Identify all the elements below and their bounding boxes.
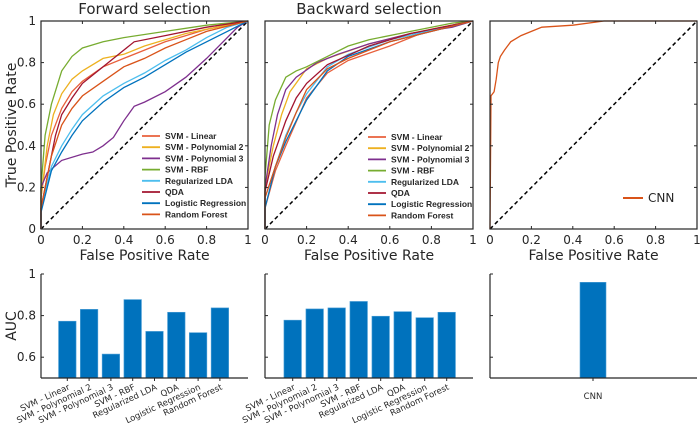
- legend-label: Logistic Regression: [165, 198, 246, 208]
- y-tick-label: 0.6: [17, 350, 36, 364]
- category-label: CNN: [584, 392, 603, 402]
- x-tick-label: 0: [261, 233, 269, 247]
- x-tick-label: 0.6: [605, 233, 624, 247]
- auc-bar: [283, 319, 302, 379]
- legend-label: SVM - Linear: [391, 132, 443, 142]
- y-tick-label: 1: [28, 14, 36, 28]
- legend-label: Random Forest: [391, 210, 454, 220]
- chart-title: Forward selection: [78, 0, 211, 18]
- y-tick-label: 0.6: [17, 97, 36, 111]
- auc-bar-panel-3: CNN: [489, 273, 697, 402]
- roc-curve: [40, 20, 249, 229]
- roc-curve: [40, 20, 249, 229]
- legend-label: Regularized LDA: [165, 176, 233, 186]
- x-tick-label: 1: [693, 233, 700, 247]
- legend-label: SVM - RBF: [391, 166, 434, 176]
- auc-bar: [210, 307, 229, 379]
- x-tick-label: 0.4: [114, 233, 133, 247]
- x-tick-label: 0.2: [73, 233, 92, 247]
- auc-bar: [349, 301, 368, 379]
- legend-label: QDA: [165, 187, 184, 197]
- x-tick-label: 0.6: [156, 233, 175, 247]
- auc-bar: [305, 308, 324, 379]
- y-tick-label: 0.8: [17, 309, 36, 323]
- legend-label: SVM - Linear: [165, 131, 217, 141]
- roc-curve: [489, 20, 697, 230]
- y-tick-label: 0.4: [17, 139, 36, 153]
- roc-curve: [40, 20, 249, 229]
- x-tick-label: 0.2: [522, 233, 541, 247]
- legend-label: SVM - Polynomial 3: [165, 153, 244, 163]
- roc-panel-2: 0 0.2 0.4 0.6 0.8 1 Backward selection False Po…: [261, 0, 477, 264]
- roc-curve: [40, 20, 249, 229]
- roc-curve: [264, 20, 474, 229]
- auc-bar: [123, 299, 142, 379]
- x-tick-label: 1: [469, 233, 477, 247]
- legend-label: SVM - Polynomial 3: [391, 154, 470, 164]
- auc-bar: [58, 320, 77, 379]
- y-tick-label: 0: [28, 222, 36, 236]
- y-tick-label: 0.8: [17, 56, 36, 70]
- x-tick-label: 0.2: [297, 233, 316, 247]
- x-tick-label: 0.4: [339, 233, 358, 247]
- x-tick-label: 0: [486, 233, 494, 247]
- y-tick-label: 0.2: [17, 180, 36, 194]
- y-axis-label: AUC: [4, 311, 20, 341]
- roc-curve: [264, 20, 474, 229]
- roc-panel-3: 0 0.2 0.4 0.6 0.8 1 False Positive Rate CNN: [486, 20, 700, 264]
- auc-bar: [393, 311, 412, 379]
- y-axis-label: True Positive Rate: [4, 63, 20, 189]
- x-tick-label: 1: [244, 233, 252, 247]
- legend-label: Random Forest: [165, 209, 228, 219]
- x-tick-label: 0.6: [380, 233, 399, 247]
- roc-panel-1: 0 0.2 0.4 0.6 0.8 1 0 0.2 0.4 0.6 0.8 1 Forward sele…: [4, 0, 252, 264]
- auc-bar: [80, 309, 99, 379]
- auc-bar: [189, 332, 208, 379]
- y-tick-label: 1: [28, 267, 36, 281]
- legend: CNN: [623, 191, 674, 205]
- x-tick-label: 0.8: [646, 233, 665, 247]
- roc-curve: [264, 20, 474, 229]
- axes-box: [40, 20, 249, 230]
- chart-title: Backward selection: [296, 0, 442, 18]
- x-axis-label: False Positive Rate: [528, 248, 658, 264]
- x-tick-label: 0.8: [422, 233, 441, 247]
- legend-label: SVM - RBF: [165, 165, 208, 175]
- auc-bar: [415, 317, 434, 379]
- auc-bar: [145, 331, 164, 379]
- chance-diagonal: [264, 20, 474, 230]
- x-axis-label: False Positive Rate: [79, 248, 209, 264]
- legend-label: Regularized LDA: [391, 177, 459, 187]
- roc-curve: [264, 20, 474, 229]
- auc-bar: [579, 282, 607, 379]
- x-tick-label: 0.4: [563, 233, 582, 247]
- roc-curve: [40, 20, 249, 229]
- legend-label: QDA: [391, 188, 410, 198]
- roc-curve: [40, 20, 249, 229]
- legend-label: CNN: [648, 191, 674, 205]
- auc-bar: [101, 353, 120, 379]
- auc-bar: [437, 311, 456, 379]
- auc-bar: [371, 315, 390, 379]
- x-tick-label: 0: [37, 233, 45, 247]
- x-axis-label: False Positive Rate: [304, 248, 434, 264]
- x-tick-label: 0.8: [197, 233, 216, 247]
- axes-box: [489, 20, 698, 230]
- auc-bar: [327, 307, 346, 379]
- legend-label: SVM - Polynomial 2: [391, 143, 470, 153]
- auc-bar: [167, 311, 186, 379]
- axes-box: [264, 20, 474, 230]
- legend-label: SVM - Polynomial 2: [165, 142, 244, 152]
- legend-label: Logistic Regression: [391, 199, 472, 209]
